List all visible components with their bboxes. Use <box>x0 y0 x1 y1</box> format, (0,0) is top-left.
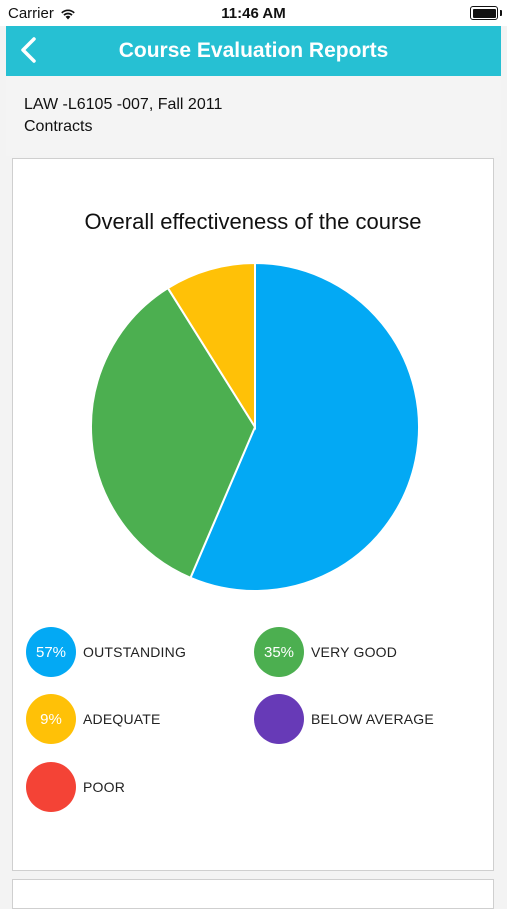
status-time: 11:46 AM <box>221 5 286 22</box>
legend-label-very-good: VERY GOOD <box>311 644 398 660</box>
legend-label-below-average: BELOW AVERAGE <box>311 711 434 727</box>
battery-icon <box>470 6 502 20</box>
chevron-left-icon <box>21 37 36 63</box>
course-info: LAW -L6105 -007, Fall 2011 Contracts <box>6 76 501 156</box>
legend-value-poor <box>26 762 76 812</box>
course-name: Contracts <box>24 118 93 135</box>
next-card <box>12 879 494 909</box>
legend-value-below-average <box>254 694 304 744</box>
legend-item-adequate: 9% ADEQUATE <box>26 694 161 744</box>
pie-slice-adequate <box>166 261 256 431</box>
legend-label-adequate: ADEQUATE <box>83 711 161 727</box>
legend-label-outstanding: OUTSTANDING <box>83 644 187 660</box>
chart-card: Overall effectiveness of the course 57% O… <box>12 158 494 871</box>
wifi-icon <box>61 8 75 19</box>
legend-item-poor: POOR <box>26 762 125 812</box>
legend-value-very-good: 35% <box>254 627 304 677</box>
pie-chart <box>90 261 420 592</box>
back-button[interactable] <box>14 34 44 68</box>
status-bar: Carrier 11:46 AM <box>0 0 507 26</box>
legend-label-poor: POOR <box>83 779 126 795</box>
course-code: LAW -L6105 -007, Fall 2011 <box>24 96 223 113</box>
nav-bar: Course Evaluation Reports <box>6 26 501 76</box>
chart-title: Overall effectiveness of the course <box>84 209 422 234</box>
pie-slice-very-good <box>90 286 257 580</box>
legend-value-adequate: 9% <box>26 694 76 744</box>
legend-value-outstanding: 57% <box>26 627 76 677</box>
carrier-label: Carrier <box>8 5 54 22</box>
page-title: Course Evaluation Reports <box>118 39 389 62</box>
carrier-indicator: Carrier <box>8 5 76 22</box>
pie-slice-outstanding <box>189 261 420 592</box>
legend-item-outstanding: 57% OUTSTANDING <box>26 627 186 677</box>
legend-item-very-good: 35% VERY GOOD <box>254 627 397 677</box>
legend-item-below-average: BELOW AVERAGE <box>254 694 434 744</box>
